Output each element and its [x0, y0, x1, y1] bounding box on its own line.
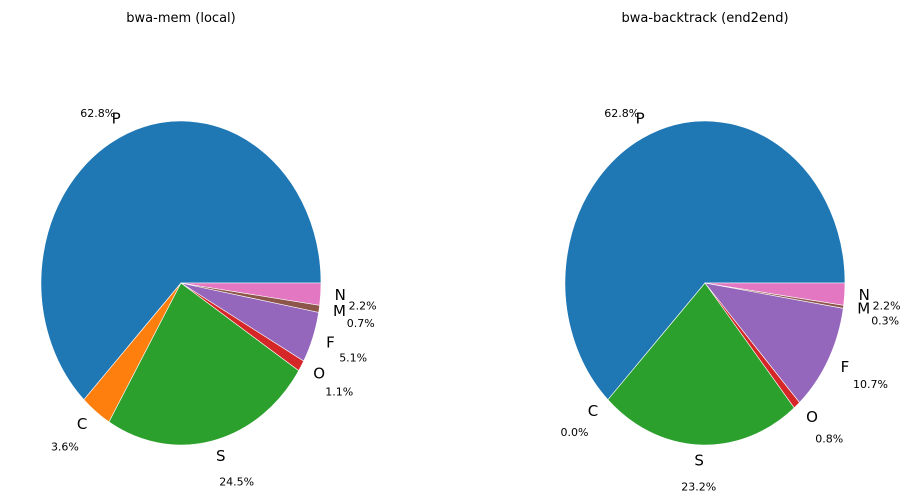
slice-label-f: F	[326, 333, 335, 351]
pie-chart-bwa-backtrack: bwa-backtrack (end2end) P62.8% C 0.0% S 23.2…	[561, 11, 901, 493]
slice-pct-s: 24.5%	[219, 475, 254, 488]
slice-pct-s: 23.2%	[681, 480, 716, 493]
pie-slice-p	[564, 120, 846, 401]
slice-label-p: P	[636, 110, 645, 128]
slice-label-m: M	[857, 300, 870, 318]
pie-slice-s	[108, 282, 300, 446]
pie-slice-s	[607, 282, 795, 446]
pie-slice-n	[180, 282, 322, 306]
slice-label-c: C	[588, 402, 598, 420]
slice-label-n: N	[859, 286, 870, 304]
slice-pct-c: 3.6%	[51, 440, 79, 453]
slice-pct-m: 0.3%	[871, 315, 899, 328]
slice-pct-f: 5.1%	[339, 351, 367, 364]
chart-title-bwa-mem: bwa-mem (local)	[126, 11, 235, 26]
slice-label-c: C	[77, 415, 87, 433]
chart-title-bwa-backtrack: bwa-backtrack (end2end)	[621, 11, 788, 26]
slice-pct-m: 0.7%	[347, 317, 375, 330]
pie-slice-f	[704, 282, 844, 403]
slice-label-p: P	[112, 110, 121, 128]
slice-label-o: O	[806, 408, 818, 426]
pie-chart-bwa-mem: bwa-mem (local) P62.8% C 3.6% S 24.5% O1.1% F5…	[40, 11, 377, 488]
slice-pct-p: 62.8%	[80, 107, 115, 120]
slice-label-f: F	[841, 358, 850, 376]
slice-pct-n: 2.2%	[873, 299, 901, 312]
slice-pct-o: 0.8%	[815, 433, 843, 446]
pie-slice-n	[704, 282, 846, 306]
slice-pct-o: 1.1%	[325, 386, 353, 399]
slice-label-n: N	[335, 286, 346, 304]
pie-slice-p	[40, 120, 322, 401]
slice-label-s: S	[694, 452, 704, 470]
slice-pct-p: 62.8%	[604, 107, 639, 120]
slice-label-o: O	[313, 365, 325, 383]
slice-label-m: M	[333, 302, 346, 320]
slice-label-s: S	[216, 447, 226, 465]
slice-pct-n: 2.2%	[349, 299, 377, 312]
slice-pct-c: 0.0%	[561, 426, 589, 439]
slice-pct-f: 10.7%	[853, 378, 888, 391]
